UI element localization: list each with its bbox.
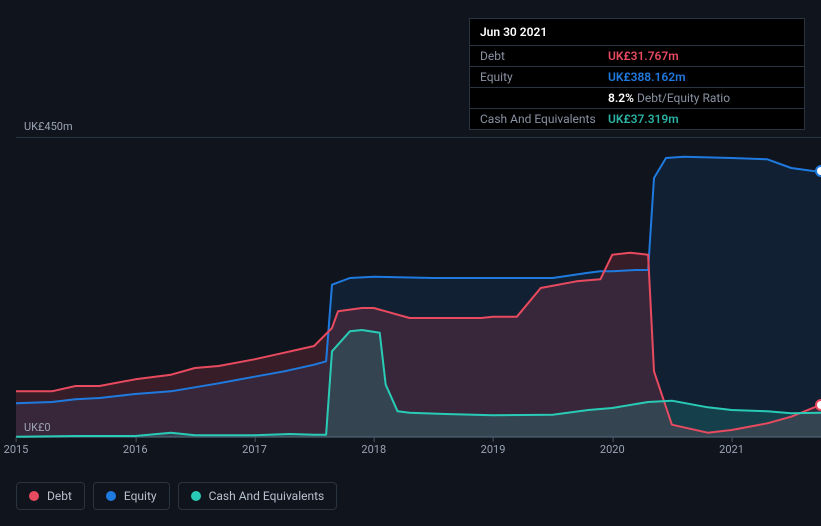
legend-label: Cash And Equivalents xyxy=(209,489,325,503)
x-tick: 2016 xyxy=(123,443,148,456)
tooltip-value: UK£37.319m xyxy=(608,112,679,126)
tooltip-row-ratio: 8.2% Debt/Equity Ratio xyxy=(470,87,804,108)
ratio-number: 8.2% xyxy=(608,91,634,105)
legend-item-debt[interactable]: Debt xyxy=(16,482,85,510)
ratio-suffix: Debt/Equity Ratio xyxy=(634,91,730,105)
chart-plot[interactable]: UK£0 xyxy=(16,137,821,437)
tooltip-label: Equity xyxy=(480,70,608,84)
tooltip-value: 8.2% Debt/Equity Ratio xyxy=(608,91,730,105)
x-axis: 2015201620172018201920202021 xyxy=(16,437,821,461)
legend-swatch xyxy=(106,491,116,501)
hover-marker-debt xyxy=(817,401,821,409)
tooltip-row-equity: Equity UK£388.162m xyxy=(470,66,804,87)
y-axis-min-label: UK£0 xyxy=(24,421,51,434)
legend-swatch xyxy=(191,491,201,501)
legend-label: Debt xyxy=(47,489,72,503)
tooltip-label: Cash And Equivalents xyxy=(480,112,608,126)
legend-label: Equity xyxy=(124,489,157,503)
chart-area: UK£450m UK£0 201520162017201820192020202… xyxy=(0,120,821,461)
tooltip-row-debt: Debt UK£31.767m xyxy=(470,45,804,66)
tooltip-value: UK£388.162m xyxy=(608,70,686,84)
legend-item-equity[interactable]: Equity xyxy=(93,482,170,510)
chart-tooltip: Jun 30 2021 Debt UK£31.767m Equity UK£38… xyxy=(469,18,805,130)
x-tick: 2018 xyxy=(361,443,386,456)
legend-item-cash[interactable]: Cash And Equivalents xyxy=(178,482,338,510)
tooltip-label xyxy=(480,91,608,105)
x-tick: 2017 xyxy=(242,443,267,456)
tooltip-label: Debt xyxy=(480,49,608,63)
tooltip-value: UK£31.767m xyxy=(608,49,679,63)
chart-legend: Debt Equity Cash And Equivalents xyxy=(16,482,337,510)
x-tick: 2021 xyxy=(719,443,744,456)
hover-marker-equity xyxy=(817,167,821,175)
x-tick: 2020 xyxy=(600,443,625,456)
x-tick: 2019 xyxy=(481,443,506,456)
tooltip-date: Jun 30 2021 xyxy=(470,19,804,45)
chart-svg xyxy=(16,138,821,438)
legend-swatch xyxy=(29,491,39,501)
x-tick: 2015 xyxy=(4,443,29,456)
tooltip-row-cash: Cash And Equivalents UK£37.319m xyxy=(470,108,804,129)
